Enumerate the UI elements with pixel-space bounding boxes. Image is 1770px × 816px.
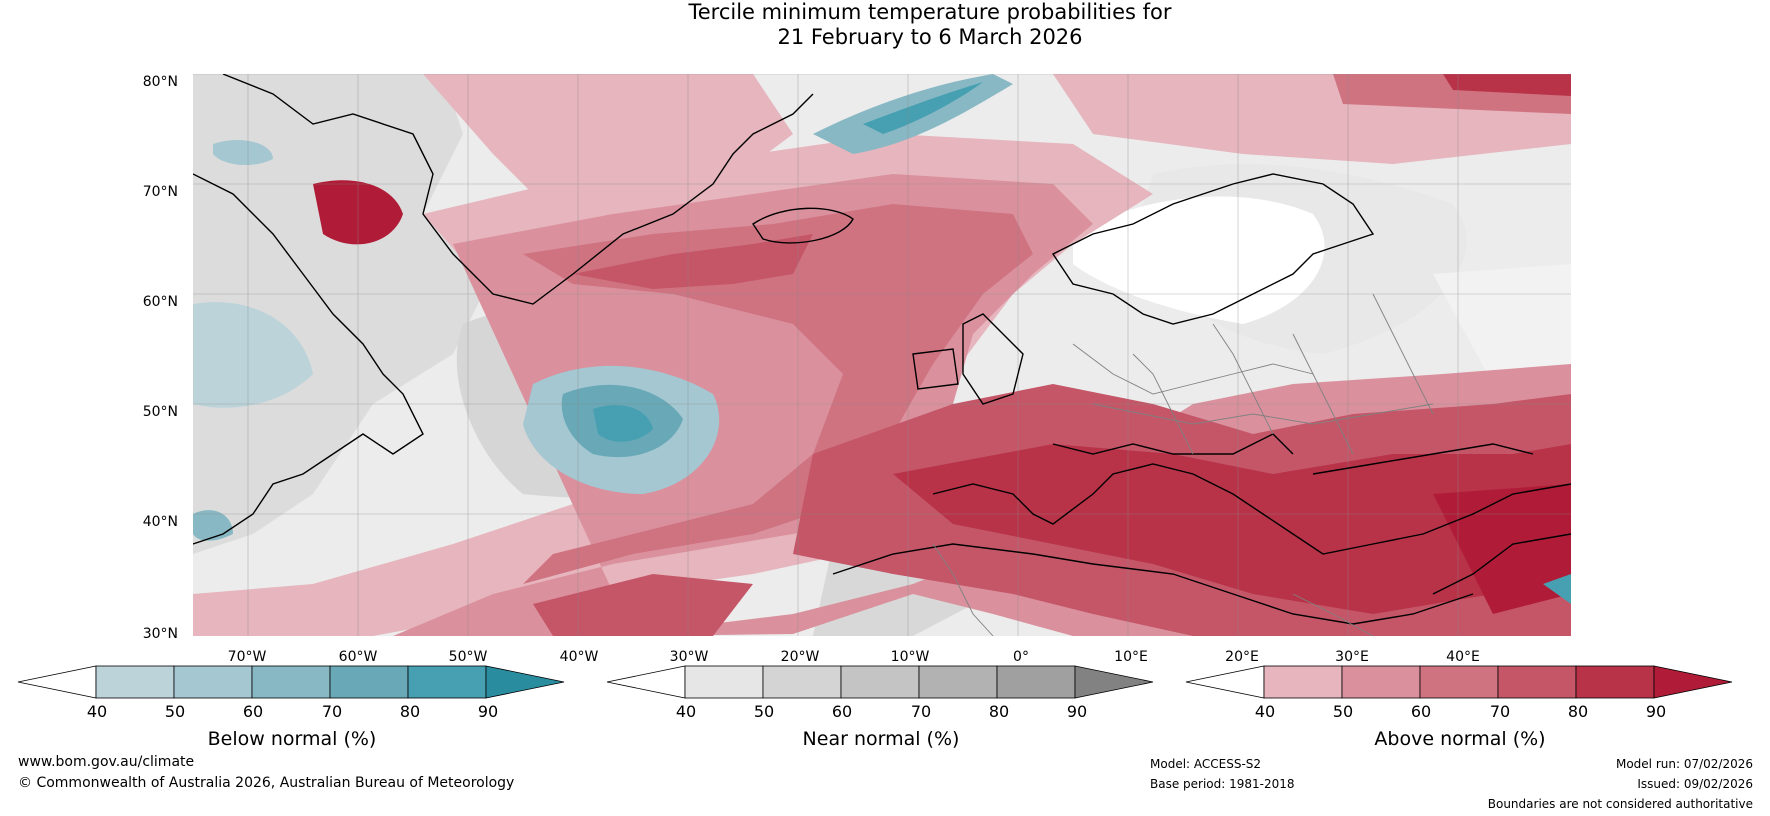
- cbar-near-tick-90: 90: [1066, 702, 1088, 721]
- lon-label-20w: 20°W: [780, 649, 820, 665]
- lon-label-0: 0°: [1013, 649, 1029, 665]
- lon-label-20e: 20°E: [1225, 649, 1259, 665]
- lat-label-50n: 50°N: [142, 404, 178, 420]
- graticule: [193, 74, 1571, 636]
- colorbar-segment: [407, 665, 487, 699]
- cbar-above-tick-70: 70: [1489, 702, 1511, 721]
- lat-label-80n: 80°N: [142, 74, 178, 90]
- cbar-near-tick-40: 40: [675, 702, 697, 721]
- cbar-near-tick-60: 60: [831, 702, 853, 721]
- country-borders: [932, 293, 1434, 636]
- colorbar-below-svg: [17, 665, 565, 699]
- cbar-above-tick-60: 60: [1410, 702, 1432, 721]
- below-normal-regions: [193, 74, 1571, 604]
- lon-label-70w: 70°W: [227, 649, 267, 665]
- lon-label-10w: 10°W: [890, 649, 930, 665]
- forecast-map: [193, 74, 1571, 636]
- chart-title: Tercile minimum temperature probabilitie…: [0, 0, 1770, 50]
- cbar-near-title: Near normal (%): [802, 728, 960, 750]
- colorbar-extend-low: [17, 665, 97, 699]
- cbar-near-tick-70: 70: [910, 702, 932, 721]
- cbar-near-tick-50: 50: [753, 702, 775, 721]
- cbar-near-tick-80: 80: [988, 702, 1010, 721]
- footer-disclaimer: Boundaries are not considered authoritat…: [1487, 797, 1753, 811]
- colorbar-segment: [684, 665, 764, 699]
- colorbar-extend-low: [1185, 665, 1265, 699]
- colorbar-below-normal: [17, 665, 566, 706]
- colorbar-segment: [1263, 665, 1343, 699]
- above-normal-regions: [193, 74, 1571, 636]
- footer-model: Model: ACCESS-S2: [1150, 757, 1262, 771]
- colorbar-near-normal: [606, 665, 1155, 706]
- footer-model-run: Model run: 07/02/2026: [1615, 757, 1753, 771]
- colorbar-segment: [918, 665, 998, 699]
- cbar-below-tick-70: 70: [321, 702, 343, 721]
- colorbar-segment: [762, 665, 842, 699]
- cbar-above-tick-80: 80: [1567, 702, 1589, 721]
- cbar-above-title: Above normal (%): [1374, 728, 1546, 750]
- cbar-below-tick-90: 90: [477, 702, 499, 721]
- cbar-below-title: Below normal (%): [207, 728, 377, 750]
- footer-issued: Issued: 09/02/2026: [1637, 777, 1753, 791]
- colorbar-segment: [1497, 665, 1577, 699]
- colorbar-above-svg: [1185, 665, 1733, 699]
- lon-label-60w: 60°W: [338, 649, 378, 665]
- colorbar-segment: [1419, 665, 1499, 699]
- cbar-above-tick-90: 90: [1645, 702, 1667, 721]
- lon-label-30e: 30°E: [1335, 649, 1369, 665]
- lon-label-40w: 40°W: [559, 649, 599, 665]
- lon-label-10e: 10°E: [1114, 649, 1148, 665]
- footer-copyright: © Commonwealth of Australia 2026, Austra…: [18, 775, 515, 791]
- footer-base-period: Base period: 1981-2018: [1150, 777, 1295, 791]
- colorbar-segment: [840, 665, 920, 699]
- cbar-below-tick-40: 40: [86, 702, 108, 721]
- colorbar-segment: [1575, 665, 1655, 699]
- cbar-below-tick-60: 60: [242, 702, 264, 721]
- colorbar-segment: [996, 665, 1076, 699]
- colorbar-segment: [95, 665, 175, 699]
- lon-label-40e: 40°E: [1446, 649, 1480, 665]
- lat-label-70n: 70°N: [142, 184, 178, 200]
- cbar-above-tick-50: 50: [1332, 702, 1354, 721]
- cbar-above-tick-40: 40: [1254, 702, 1276, 721]
- colorbar-above-normal: [1185, 665, 1734, 706]
- coastlines: [193, 74, 1571, 625]
- colorbar-extend-high: [1074, 665, 1154, 699]
- colorbar-extend-high: [1653, 665, 1733, 699]
- lon-label-30w: 30°W: [669, 649, 709, 665]
- lat-label-60n: 60°N: [142, 294, 178, 310]
- map-canvas: [193, 74, 1571, 636]
- colorbar-segment: [251, 665, 331, 699]
- lat-label-40n: 40°N: [142, 514, 178, 530]
- footer-website: www.bom.gov.au/climate: [18, 754, 195, 770]
- colorbar-segment: [1341, 665, 1421, 699]
- title-line-1: Tercile minimum temperature probabilitie…: [688, 0, 1172, 24]
- lon-label-50w: 50°W: [448, 649, 488, 665]
- colorbar-segment: [173, 665, 253, 699]
- colorbar-near-svg: [606, 665, 1154, 699]
- colorbar-extend-high: [485, 665, 565, 699]
- colorbar-extend-low: [606, 665, 686, 699]
- colorbar-segment: [329, 665, 409, 699]
- cbar-below-tick-50: 50: [164, 702, 186, 721]
- title-line-2: 21 February to 6 March 2026: [777, 25, 1083, 49]
- lat-label-30n: 30°N: [142, 626, 178, 642]
- cbar-below-tick-80: 80: [399, 702, 421, 721]
